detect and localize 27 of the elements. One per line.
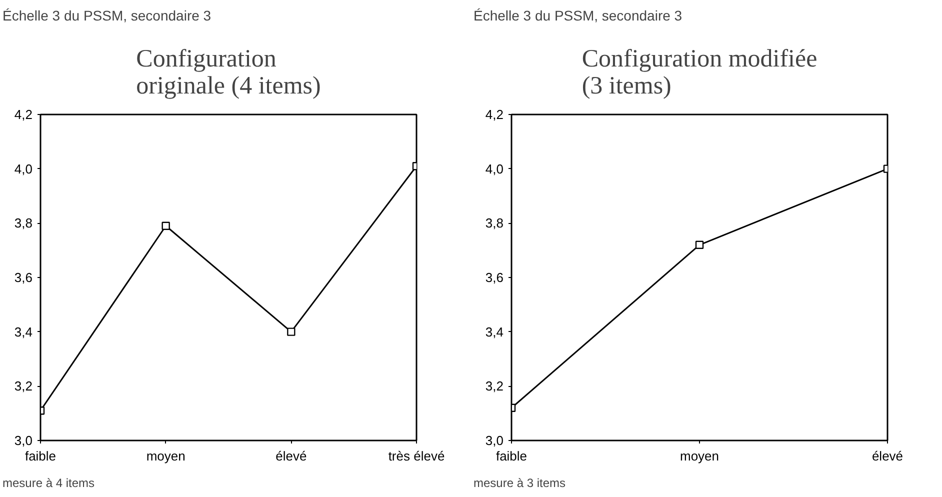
y-tick-label: 4,2 [485, 107, 504, 122]
y-tick-label: 3,4 [14, 324, 33, 340]
y-tick-label: 4,2 [14, 107, 33, 122]
x-tick-label: très élevé [388, 448, 445, 464]
x-axis-title: mesure à 3 items [474, 476, 566, 490]
y-tick-label: 4,0 [14, 161, 33, 176]
x-tick-label: élevé [872, 448, 904, 464]
chart-subtitle: Échelle 3 du PSSM, secondaire 3 [2, 8, 212, 24]
y-tick-label: 3,8 [485, 216, 504, 231]
y-tick-label: 3,6 [485, 270, 504, 285]
x-tick-label: moyen [146, 448, 186, 464]
x-tick-label: moyen [680, 448, 720, 464]
y-tick-label: 3,0 [485, 433, 504, 448]
y-tick-label: 3,0 [14, 433, 33, 448]
x-tick-label: élevé [276, 448, 307, 464]
x-tick-label: faible [24, 448, 56, 464]
y-tick-label: 3,4 [485, 324, 504, 340]
y-tick-label: 3,8 [14, 216, 33, 231]
chart-title: Configuration modifiée (3 items) [582, 46, 818, 100]
y-tick-label: 3,2 [14, 378, 33, 394]
x-tick-label: faible [496, 448, 528, 464]
chart-subtitle: Échelle 3 du PSSM, secondaire 3 [474, 8, 682, 24]
y-tick-label: 4,0 [485, 161, 504, 176]
x-axis-title: mesure à 4 items [2, 476, 95, 490]
y-tick-label: 3,2 [485, 378, 504, 394]
y-tick-label: 3,6 [14, 270, 33, 285]
chart-title: Configuration originale (4 items) [136, 46, 321, 100]
